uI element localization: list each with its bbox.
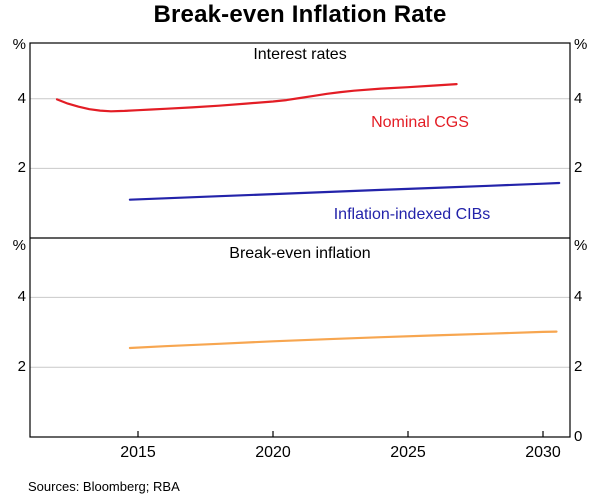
y-axis-unit-bottom-right: %: [574, 237, 588, 254]
y-tick-label: 4: [574, 90, 583, 107]
y-tick-label: 2: [17, 358, 26, 375]
series-line-nominal-cgs: [55, 82, 458, 113]
sources-note: Sources: Bloomberg; RBA: [28, 479, 180, 494]
y-axis-unit-bottom-left: %: [12, 237, 26, 254]
series-line-inflation-indexed-cibs: [128, 181, 561, 201]
series-label-nominal-cgs: Nominal CGS: [371, 114, 469, 131]
y-tick-label: 2: [574, 159, 583, 176]
panel-title-interest-rates: Interest rates: [253, 46, 347, 63]
y-tick-label: 4: [17, 90, 26, 107]
x-tick-label: 2030: [525, 444, 561, 461]
series-label-inflation-indexed-cibs: Inflation-indexed CIBs: [333, 206, 491, 223]
chart-frame: [29, 42, 571, 438]
y-tick-label: 2: [17, 159, 26, 176]
y-tick-label: 4: [574, 288, 583, 305]
y-tick-label: 2: [574, 358, 583, 375]
y-axis-unit-top-right: %: [574, 36, 588, 53]
series-line-break-even-inflation-rate: [128, 330, 558, 350]
y-axis-unit-top-left: %: [12, 36, 26, 53]
panel-title-break-even-inflation: Break-even inflation: [229, 245, 371, 262]
y-tick-label-zero: 0: [574, 428, 583, 445]
x-tick-label: 2025: [390, 444, 426, 461]
x-tick-label: 2015: [120, 444, 156, 461]
x-tick-label: 2020: [255, 444, 291, 461]
chart-title: Break-even Inflation Rate: [153, 1, 447, 28]
y-tick-label: 4: [17, 288, 26, 305]
